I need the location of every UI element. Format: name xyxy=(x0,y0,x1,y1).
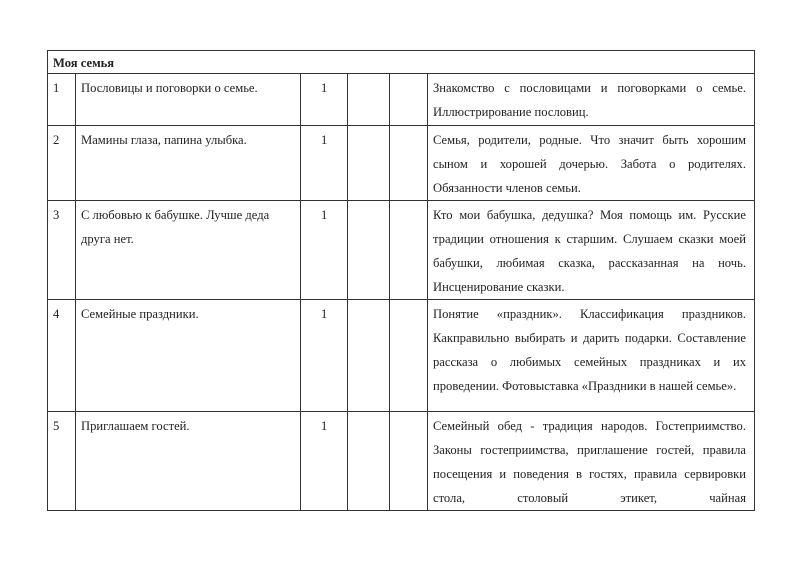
empty-cell xyxy=(389,299,428,412)
row-topic: С любовью к бабушке. Лучше деда друга не… xyxy=(75,200,301,300)
empty-cell xyxy=(389,200,428,300)
row-topic: Приглашаем гостей. xyxy=(75,411,301,511)
table-row: 4 Семейные праздники. 1 Понятие «праздни… xyxy=(47,299,755,412)
table-row: 2 Мамины глаза, папина улыбка. 1 Семья, … xyxy=(47,125,755,201)
row-description: Знакомство с пословицами и поговорками о… xyxy=(427,73,755,126)
empty-cell xyxy=(389,411,428,511)
table-row: 1 Пословицы и поговорки о семье. 1 Знако… xyxy=(47,73,755,126)
row-topic: Пословицы и поговорки о семье. xyxy=(75,73,301,126)
row-number: 4 xyxy=(47,299,76,412)
empty-cell xyxy=(389,73,428,126)
row-hours: 1 xyxy=(300,411,348,511)
empty-cell xyxy=(347,200,390,300)
row-hours: 1 xyxy=(300,125,348,201)
empty-cell xyxy=(347,73,390,126)
table-row: 5 Приглашаем гостей. 1 Семейный обед - т… xyxy=(47,411,755,511)
empty-cell xyxy=(347,299,390,412)
row-hours: 1 xyxy=(300,299,348,412)
empty-cell xyxy=(347,125,390,201)
row-description: Понятие «праздник». Классификация праздн… xyxy=(427,299,755,412)
empty-cell xyxy=(389,125,428,201)
empty-cell xyxy=(347,411,390,511)
row-number: 1 xyxy=(47,73,76,126)
row-description: Кто мои бабушка, дедушка? Моя помощь им.… xyxy=(427,200,755,300)
table-row: 3 С любовью к бабушке. Лучше деда друга … xyxy=(47,200,755,300)
curriculum-table: Моя семья 1 Пословицы и поговорки о семь… xyxy=(47,50,755,511)
row-topic: Семейные праздники. xyxy=(75,299,301,412)
row-description: Семейный обед - традиция народов. Гостеп… xyxy=(427,411,755,511)
row-number: 3 xyxy=(47,200,76,300)
row-topic: Мамины глаза, папина улыбка. xyxy=(75,125,301,201)
row-number: 5 xyxy=(47,411,76,511)
row-hours: 1 xyxy=(300,73,348,126)
section-title: Моя семья xyxy=(47,50,755,74)
row-number: 2 xyxy=(47,125,76,201)
section-header-row: Моя семья xyxy=(47,50,755,74)
row-hours: 1 xyxy=(300,200,348,300)
row-description: Семья, родители, родные. Что значит быть… xyxy=(427,125,755,201)
